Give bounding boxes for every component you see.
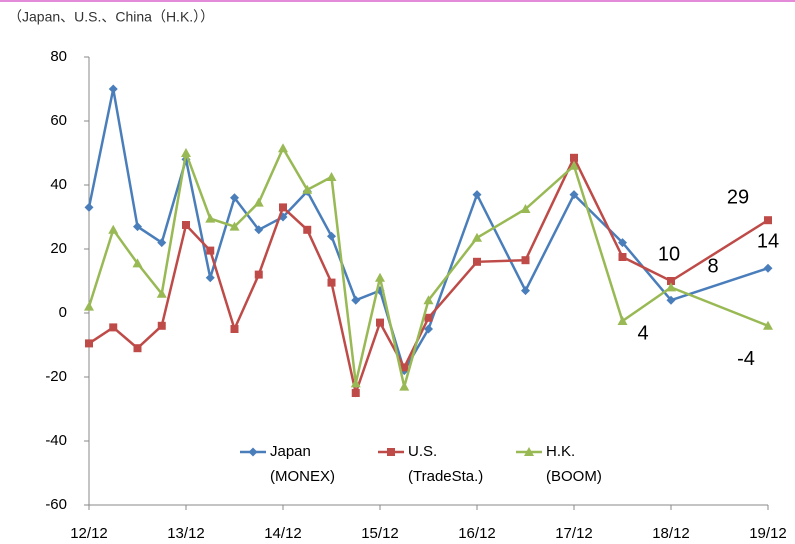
- data-point: [229, 221, 240, 231]
- data-point: [230, 193, 239, 203]
- x-tick-label: 18/12: [652, 525, 690, 542]
- data-point: [132, 258, 143, 268]
- y-tick-label: 60: [50, 112, 67, 129]
- chart-subtitle: （Japan、U.S.、China（H.K.））: [8, 9, 214, 25]
- data-point: [84, 202, 94, 212]
- data-point: [206, 246, 215, 255]
- data-point: [472, 190, 482, 200]
- data-point: [302, 184, 313, 194]
- data-point: [157, 238, 167, 248]
- legend-marker: [387, 448, 395, 456]
- data-point: [253, 197, 264, 207]
- legend-marker: [248, 447, 258, 457]
- data-point: [109, 323, 118, 332]
- data-point: [520, 204, 531, 213]
- data-point: [423, 295, 434, 305]
- data-point: [667, 277, 675, 285]
- x-tick-label: 15/12: [361, 525, 399, 542]
- legend-label: (MONEX): [270, 468, 335, 485]
- legend-label: (TradeSta.): [408, 468, 483, 485]
- y-tick-label: -60: [45, 496, 67, 513]
- data-point: [85, 339, 93, 348]
- data-point: [303, 225, 312, 234]
- data-point: [399, 381, 410, 391]
- y-tick-label: 40: [50, 176, 67, 193]
- x-tick-label: 13/12: [167, 525, 205, 542]
- data-point: [521, 256, 530, 265]
- y-tick-label: 0: [59, 304, 67, 321]
- y-tick-label: -20: [45, 368, 67, 385]
- data-point: [254, 225, 264, 235]
- data-label: -4: [737, 348, 755, 370]
- data-point: [570, 153, 578, 162]
- legend-label: Japan: [270, 443, 311, 460]
- legend-label: (BOOM): [546, 468, 602, 485]
- data-point: [350, 378, 361, 388]
- data-point: [618, 253, 627, 261]
- data-point: [569, 190, 579, 200]
- data-point: [133, 344, 142, 353]
- data-point: [617, 316, 628, 325]
- data-point: [666, 295, 676, 305]
- data-point: [108, 84, 118, 94]
- data-point: [764, 216, 772, 225]
- data-point: [666, 282, 676, 292]
- data-point: [205, 213, 216, 223]
- data-point: [375, 272, 385, 282]
- data-label: 29: [727, 186, 749, 208]
- data-point: [424, 313, 433, 322]
- data-point: [326, 172, 337, 181]
- data-point: [254, 270, 263, 279]
- data-point: [205, 273, 215, 283]
- data-label: 10: [658, 243, 680, 265]
- data-point: [181, 148, 191, 157]
- data-point: [156, 288, 167, 298]
- series-line: [88, 154, 769, 398]
- data-point: [376, 318, 384, 327]
- legend-marker: [524, 447, 534, 456]
- legend-label: U.S.: [408, 443, 437, 460]
- data-point: [472, 232, 482, 242]
- x-tick-label: 19/12: [749, 525, 787, 542]
- data-point: [84, 301, 94, 311]
- data-point: [521, 286, 530, 296]
- y-tick-label: -40: [45, 432, 67, 449]
- data-label: 14: [757, 230, 779, 252]
- data-point: [327, 278, 336, 287]
- x-tick-label: 14/12: [264, 525, 302, 542]
- data-point: [278, 143, 288, 153]
- data-point: [230, 325, 239, 333]
- legend-label: H.K.: [546, 443, 575, 460]
- data-point: [327, 231, 336, 241]
- data-point: [279, 203, 287, 212]
- x-tick-label: 12/12: [70, 525, 108, 542]
- data-point: [133, 222, 142, 232]
- data-point: [763, 320, 773, 330]
- y-tick-label: 20: [50, 240, 67, 257]
- data-point: [157, 321, 166, 330]
- data-point: [618, 238, 627, 248]
- x-tick-label: 16/12: [458, 525, 496, 542]
- data-point: [473, 257, 481, 266]
- data-point: [763, 263, 773, 273]
- data-point: [569, 160, 579, 170]
- data-point: [400, 363, 409, 372]
- data-point: [424, 324, 433, 334]
- data-point: [351, 389, 360, 397]
- data-point: [108, 224, 119, 234]
- data-point: [182, 221, 190, 229]
- data-point: [351, 295, 361, 305]
- data-label: 8: [707, 256, 718, 278]
- y-tick-label: 80: [50, 48, 67, 65]
- x-tick-label: 17/12: [555, 525, 593, 542]
- data-label: 4: [637, 322, 648, 344]
